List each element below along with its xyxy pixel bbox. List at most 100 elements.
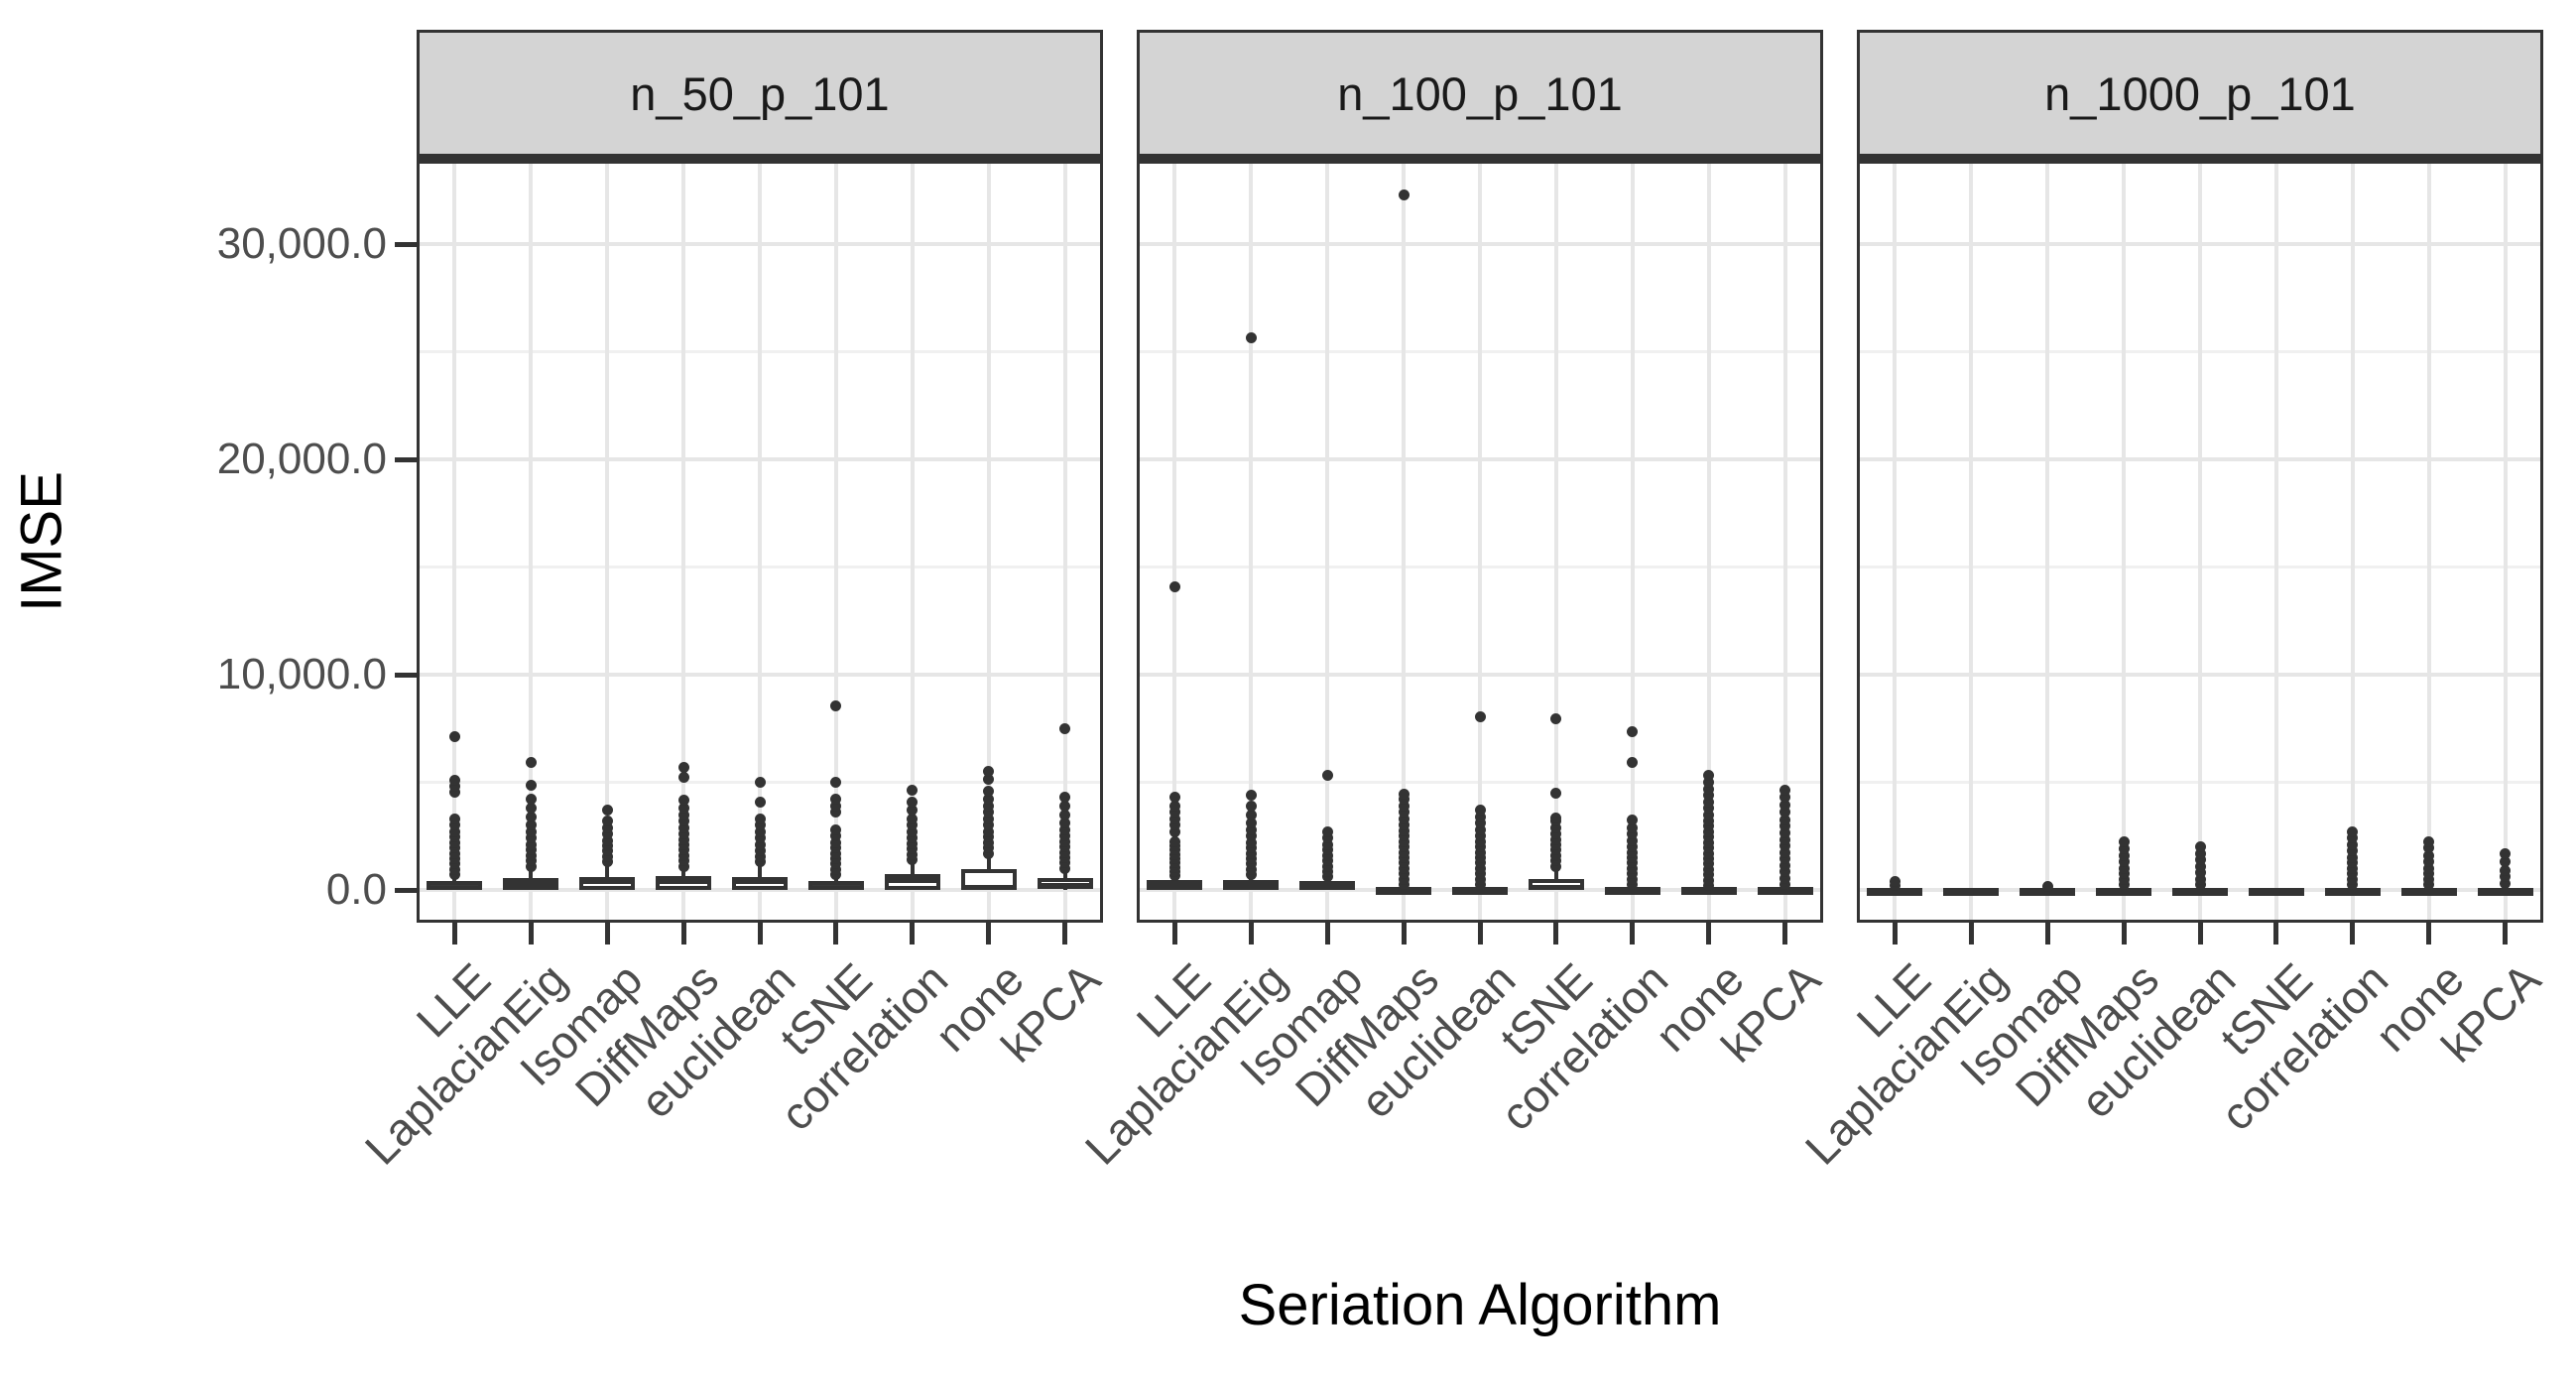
x-tick-mark xyxy=(2350,923,2356,945)
outlier-dot xyxy=(1398,846,1410,858)
outlier-dot xyxy=(1550,833,1562,845)
outlier-dot xyxy=(1059,862,1071,874)
outlier-dot xyxy=(2194,854,2206,866)
outlier-dot xyxy=(983,847,995,859)
outlier-dot xyxy=(677,772,689,784)
outlier-dot xyxy=(754,825,766,837)
facet-strip-label: n_50_p_101 xyxy=(630,66,890,120)
outlier-dot xyxy=(754,796,766,808)
gridline-major-x xyxy=(833,164,838,920)
outlier-dot xyxy=(1550,787,1562,799)
outlier-dot xyxy=(2194,841,2206,853)
y-tick-mark xyxy=(395,241,417,247)
outlier-dot xyxy=(525,849,537,861)
outlier-dot xyxy=(1703,796,1715,808)
gridline-major-x xyxy=(1630,164,1635,920)
outlier-dot xyxy=(907,805,919,817)
gridline-major-x xyxy=(1706,164,1711,920)
outlier-dot xyxy=(1245,823,1257,835)
outlier-dot xyxy=(601,821,613,833)
outlier-dot xyxy=(1245,863,1257,875)
outlier-dot xyxy=(983,819,995,831)
outlier-dot xyxy=(448,731,460,743)
outlier-dot xyxy=(677,803,689,815)
outlier-dot xyxy=(983,807,995,819)
gridline-major-x xyxy=(1249,164,1254,920)
outlier-dot xyxy=(677,762,689,774)
facet-strip-label: n_1000_p_101 xyxy=(2044,66,2356,120)
box-median-line xyxy=(960,884,1017,890)
box-median-line xyxy=(732,879,788,885)
gridline-major-x xyxy=(2350,164,2355,920)
outlier-dot xyxy=(1398,824,1410,836)
y-tick-mark xyxy=(395,456,417,462)
outlier-dot xyxy=(2194,873,2206,885)
outlier-dot xyxy=(754,832,766,844)
outlier-dot xyxy=(1889,875,1901,887)
gridline-major-x xyxy=(2045,164,2050,920)
outlier-dot xyxy=(830,863,842,875)
outlier-dot xyxy=(1321,860,1333,872)
outlier-dot xyxy=(1245,331,1257,343)
outlier-dot xyxy=(983,813,995,824)
x-tick-mark xyxy=(1248,923,1254,945)
outlier-dot xyxy=(1703,836,1715,848)
outlier-dot xyxy=(1474,846,1486,858)
outlier-dot xyxy=(983,836,995,848)
outlier-dot xyxy=(2194,867,2206,879)
outlier-dot xyxy=(2500,877,2512,889)
outlier-dot xyxy=(1474,710,1486,722)
outlier-dot xyxy=(1550,849,1562,861)
x-tick-mark xyxy=(2426,923,2432,945)
outlier-dot xyxy=(1779,853,1791,865)
outlier-dot xyxy=(677,816,689,827)
outlier-dot xyxy=(983,766,995,778)
outlier-dot xyxy=(2423,849,2435,861)
outlier-dot xyxy=(907,784,919,796)
gridline-major-x xyxy=(1478,164,1482,920)
outlier-dot xyxy=(1245,818,1257,829)
outlier-dot xyxy=(1779,814,1791,825)
outlier-dot xyxy=(2423,862,2435,874)
outlier-dot xyxy=(448,836,460,848)
outlier-dot xyxy=(677,821,689,833)
outlier-dot xyxy=(1059,792,1071,804)
outlier-dot xyxy=(1703,777,1715,788)
box-median-line xyxy=(656,879,712,885)
box-median-line xyxy=(503,880,559,886)
outlier-dot xyxy=(1779,826,1791,838)
outlier-dot xyxy=(2500,856,2512,868)
box-median-line xyxy=(1223,883,1280,889)
outlier-dot xyxy=(754,776,766,788)
outlier-dot xyxy=(1627,725,1639,737)
x-tick-mark xyxy=(1401,923,1407,945)
outlier-dot xyxy=(1627,834,1639,846)
outlier-dot xyxy=(1398,862,1410,874)
box-median-line xyxy=(1037,882,1093,888)
boxplot-box xyxy=(2248,887,2304,896)
outlier-dot xyxy=(907,832,919,844)
outlier-dot xyxy=(1550,813,1562,824)
outlier-dot xyxy=(448,863,460,875)
y-tick-label: 30,000.0 xyxy=(216,219,387,268)
outlier-dot xyxy=(1779,792,1791,804)
outlier-dot xyxy=(754,819,766,831)
outlier-dot xyxy=(525,819,537,831)
outlier-dot xyxy=(525,838,537,850)
outlier-dot xyxy=(1168,835,1180,847)
outlier-dot xyxy=(2347,825,2359,837)
outlier-dot xyxy=(1627,815,1639,826)
box-whisker-lower xyxy=(1062,889,1067,890)
gridline-major-x xyxy=(1062,164,1067,920)
gridline-major-x xyxy=(452,164,457,920)
gridline-major-x xyxy=(758,164,762,920)
x-tick-mark xyxy=(1477,923,1483,945)
x-tick-mark xyxy=(2503,923,2509,945)
x-tick-mark xyxy=(2121,923,2127,945)
gridline-major-x xyxy=(681,164,686,920)
outlier-dot xyxy=(1703,790,1715,802)
outlier-dot xyxy=(1779,799,1791,811)
outlier-dot xyxy=(1550,712,1562,724)
outlier-dot xyxy=(448,774,460,786)
